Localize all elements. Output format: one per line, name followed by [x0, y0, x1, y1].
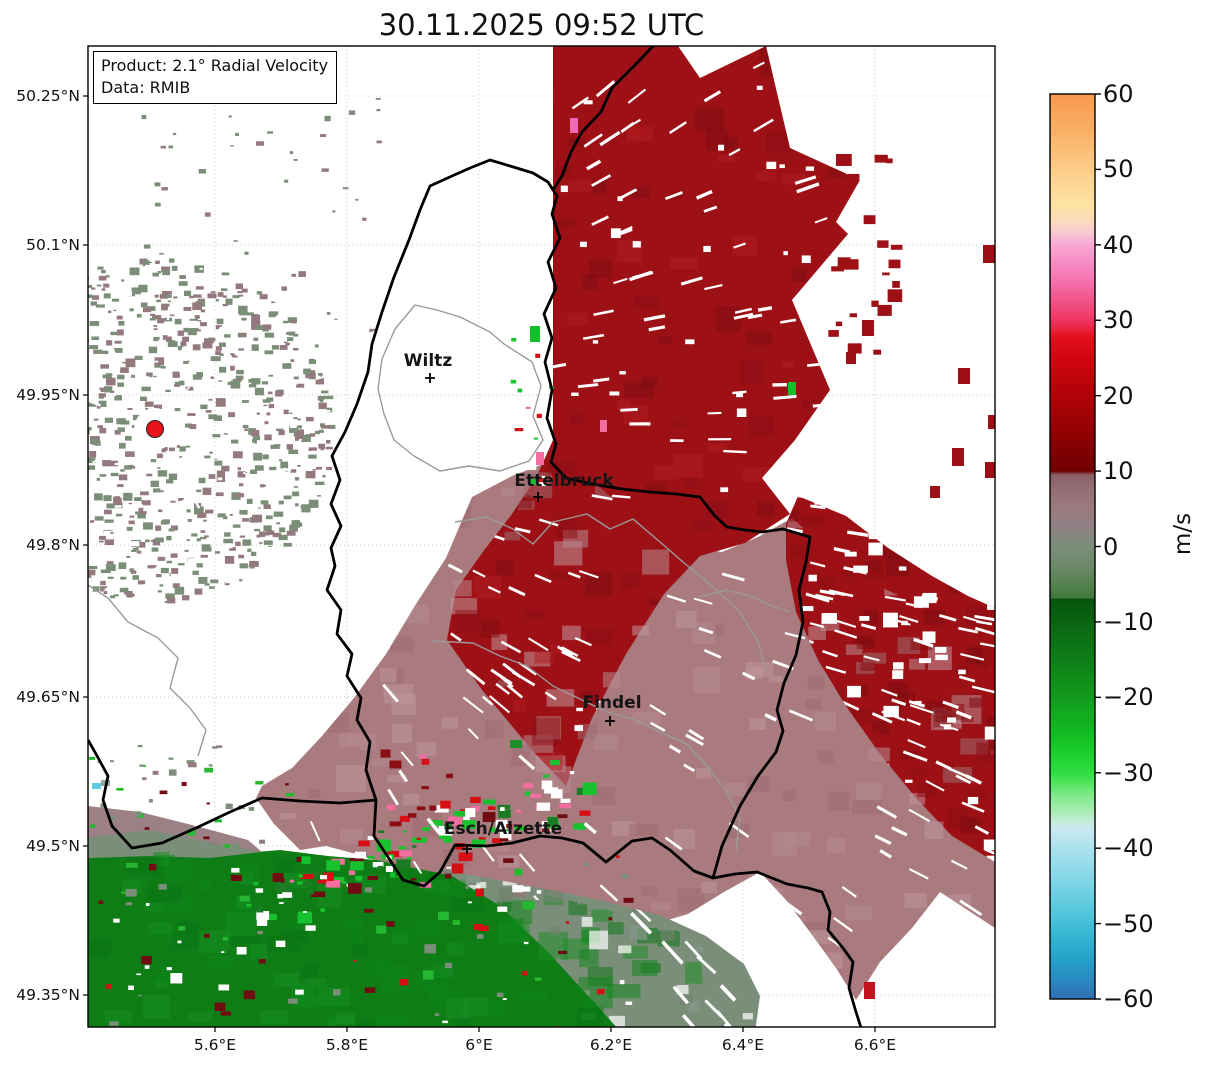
x-tick-label: 6.6°E: [853, 1036, 897, 1054]
colorbar-tick-label: 0: [1103, 532, 1119, 561]
canton-south: [431, 640, 741, 852]
colorbar-tick-label: −50: [1103, 909, 1154, 938]
fr-dept: [88, 584, 207, 757]
colorbar: [1049, 93, 1101, 1000]
city-marker-wiltz: [425, 373, 435, 383]
plot-title: 30.11.2025 09:52 UTC: [378, 8, 705, 42]
colorbar-gradient: [1050, 94, 1095, 999]
streaks-disc: [90, 290, 408, 592]
city-label-wiltz: Wiltz: [403, 351, 453, 371]
y-tick-label: 49.95°N: [16, 386, 80, 404]
be-de-border: [546, 46, 655, 192]
ne-scatter-blocks: [828, 153, 903, 355]
canton-east: [699, 589, 791, 613]
y-tick-label: 49.8°N: [26, 536, 80, 554]
map-field: [88, 46, 995, 1027]
radar-disc: [88, 258, 336, 604]
city-label-findel: Findel: [582, 693, 642, 713]
product-line: Product: 2.1° Radial Velocity: [101, 56, 329, 75]
nw-sparse: [141, 97, 382, 349]
colorbar-tick-label: 10: [1103, 457, 1134, 486]
region-red-right: [786, 496, 995, 862]
south-speckles: [98, 855, 634, 1027]
streaks-red-right: [786, 496, 995, 854]
axis-ticks: [83, 95, 876, 1032]
y-tick-label: 49.65°N: [16, 688, 80, 706]
x-tick-label: 5.8°E: [325, 1036, 369, 1054]
canton-wiltz: [377, 304, 544, 472]
x-tick-label: 6°E: [465, 1036, 493, 1054]
region-graygreen-ne-strip: [88, 830, 262, 858]
colorbar-tick-label: −60: [1103, 985, 1154, 1013]
y-tick-label: 49.5°N: [26, 837, 80, 855]
colorbar-tick-label: −10: [1103, 607, 1154, 636]
city-label-esch-alzette: Esch/Alzette: [443, 819, 563, 839]
internal-borders: [88, 304, 791, 852]
fr-be-border: [88, 739, 377, 850]
fr-de-border: [712, 870, 867, 1027]
sw-fringe-speckles: [89, 744, 295, 858]
alias-band: [246, 759, 597, 926]
colorbar-tick-label: −40: [1103, 834, 1154, 863]
canton-mid: [454, 513, 767, 673]
city-marker-findel: [605, 716, 615, 726]
city-label-ettelbruck: Ettelbruck: [514, 471, 614, 491]
x-tick-label: 6.2°E: [589, 1036, 633, 1054]
colorbar-tick-label: −20: [1103, 683, 1154, 712]
y-tick-label: 49.35°N: [16, 986, 80, 1004]
plot-frame: [87, 45, 996, 1028]
city-marker-esch-alzette: [462, 844, 472, 854]
y-tick-label: 50.25°N: [16, 87, 80, 105]
x-tick-label: 5.6°E: [193, 1036, 237, 1054]
colorbar-tick-label: −30: [1103, 758, 1154, 787]
colorbar-tick-label: 60: [1103, 80, 1134, 108]
colorbar-tick-label: 40: [1103, 230, 1134, 259]
city-markers: [425, 373, 615, 854]
data-source-line: Data: RMIB: [101, 78, 191, 98]
product-info-box: Product: 2.1° Radial Velocity Data: RMIB: [93, 51, 338, 105]
colorbar-tick-label: 20: [1103, 381, 1134, 410]
radar-site-dot: [146, 420, 164, 438]
x-tick-label: 6.4°E: [721, 1036, 765, 1054]
luxembourg-border: [325, 158, 812, 888]
y-tick-label: 50.1°N: [26, 236, 80, 254]
colorbar-unit-label: m/s: [1170, 512, 1196, 556]
city-marker-ettelbruck: [533, 492, 543, 502]
colorbar-tick-label: 30: [1103, 306, 1134, 335]
colorbar-tick-label: 50: [1103, 155, 1134, 184]
mauve-alias-specks: [380, 749, 591, 833]
region-red-main: [447, 46, 860, 786]
